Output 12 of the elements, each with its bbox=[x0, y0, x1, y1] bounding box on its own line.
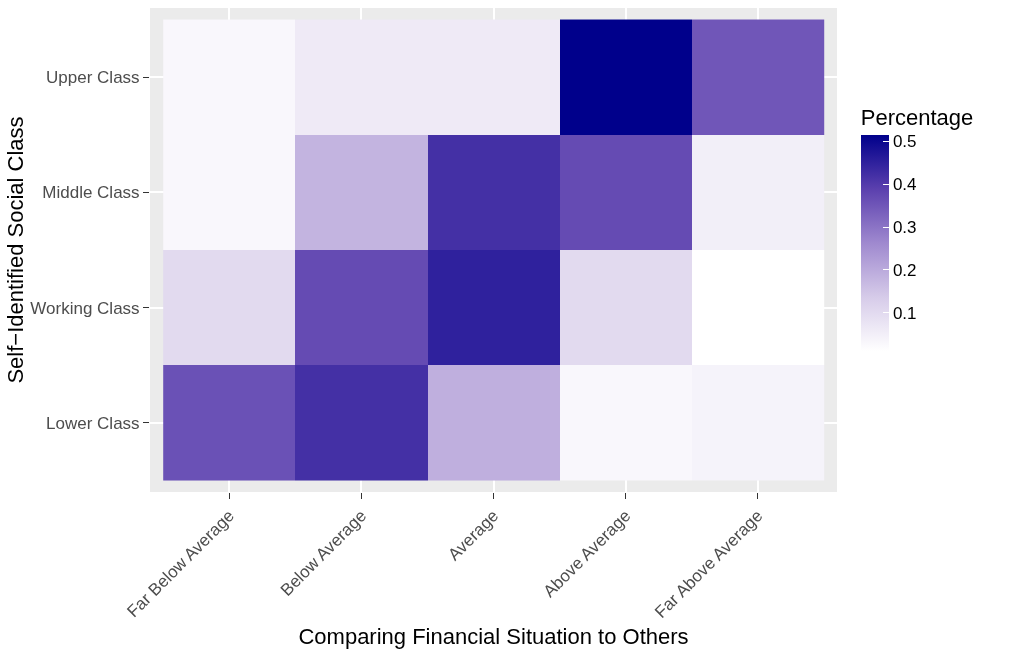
y-tick-label: Lower Class bbox=[46, 413, 140, 433]
color-bar-label: 0.3 bbox=[892, 218, 917, 238]
color-bar-title: Percentage bbox=[860, 104, 974, 130]
y-tick-label: Middle Class bbox=[42, 183, 140, 203]
y-tick-label: Upper Class bbox=[46, 68, 140, 88]
color-bar-label: 0.2 bbox=[892, 260, 917, 280]
y-tick-label: Working Class bbox=[30, 298, 140, 318]
y-axis-title: Self−Identified Social Class bbox=[3, 116, 29, 384]
color-bar-label: 0.1 bbox=[892, 303, 917, 323]
color-bar-label: 0.4 bbox=[892, 175, 917, 195]
x-axis-title: Comparing Financial Situation to Others bbox=[298, 623, 689, 649]
color-bar-label: 0.5 bbox=[892, 132, 917, 152]
